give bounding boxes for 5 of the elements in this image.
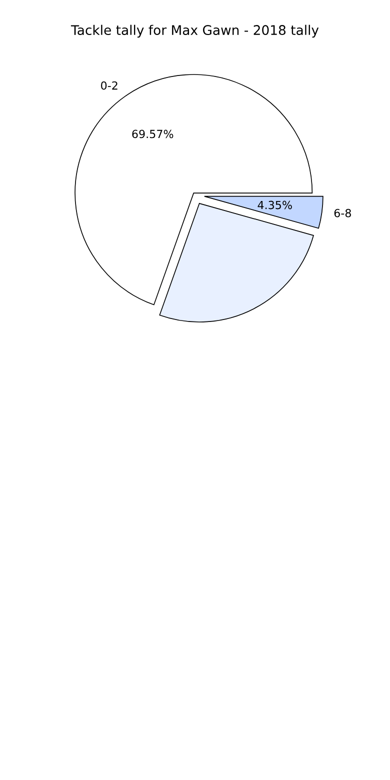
slice-label: 6-8 <box>334 208 351 218</box>
data-label: 69.57% <box>132 130 174 138</box>
data-label: 4.35% <box>258 200 292 210</box>
slice-label: 0-2 <box>101 81 118 90</box>
chart-title: Tackle tally for Max Gawn - 2018 tally <box>70 24 319 38</box>
